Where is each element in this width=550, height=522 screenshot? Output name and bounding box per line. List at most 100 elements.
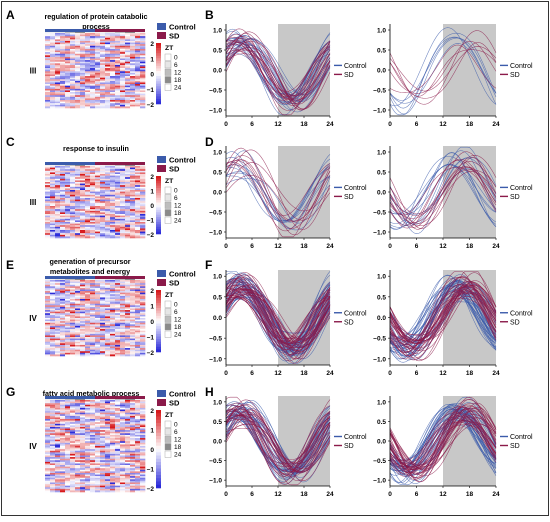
heatmap-cell — [45, 449, 51, 452]
heatmap-cell — [125, 50, 131, 53]
heatmap-cell — [60, 417, 66, 420]
color-scale-step — [156, 331, 161, 335]
heatmap-cell — [100, 190, 106, 192]
heatmap-cell — [115, 36, 121, 39]
heatmap-cell — [140, 460, 146, 463]
heatmap-cell — [55, 191, 61, 194]
heatmap-cell — [45, 44, 51, 47]
heatmap-cell — [75, 449, 81, 452]
heatmap-cell — [55, 457, 61, 459]
heatmap-cell — [110, 172, 116, 175]
heatmap-cell — [95, 461, 101, 464]
heatmap-cell — [70, 436, 76, 439]
heatmap-cell — [125, 53, 131, 56]
heatmap-cell — [95, 313, 101, 316]
heatmap-cell — [50, 61, 56, 64]
heatmap-cell — [45, 346, 51, 349]
heatmap-cell — [105, 207, 111, 210]
heatmap-cell — [140, 417, 146, 420]
heatmap-cell — [65, 302, 71, 305]
heatmap-cell — [85, 48, 91, 51]
heatmap-cell — [70, 487, 76, 490]
heatmap-cell — [90, 45, 96, 48]
heatmap-cell — [110, 425, 116, 428]
heatmap-cell — [55, 101, 61, 104]
heatmap-cell — [45, 170, 51, 173]
heatmap-cell — [70, 322, 76, 325]
heatmap-cell — [65, 280, 71, 282]
heatmap-cell — [45, 183, 51, 186]
heatmap-cell — [130, 82, 136, 85]
heatmap-cell — [55, 66, 61, 69]
heatmap-cell — [60, 452, 66, 455]
heatmap-cell — [120, 33, 126, 35]
heatmap-cell — [115, 344, 121, 347]
heatmap-cell — [110, 327, 116, 330]
heatmap-cell — [125, 209, 131, 212]
heatmap-cell — [90, 348, 96, 350]
heatmap-cell — [60, 337, 66, 339]
heatmap-cell — [140, 348, 146, 350]
heatmap-cell — [95, 335, 101, 338]
heatmap-cell — [75, 303, 81, 306]
heatmap-cell — [125, 215, 131, 218]
heatmap-cell — [125, 44, 131, 47]
heatmap-cell — [85, 338, 91, 341]
heatmap-cell — [140, 330, 146, 333]
heatmap-cell — [130, 487, 136, 490]
color-scale-step — [156, 197, 161, 201]
heatmap-cell — [115, 340, 121, 343]
heatmap-cell — [75, 415, 81, 418]
x-tick-label: 6 — [250, 243, 254, 250]
heatmap-cell — [50, 311, 56, 314]
heatmap-cell — [60, 39, 66, 42]
heatmap-cell — [85, 186, 91, 189]
heatmap-cell — [75, 465, 81, 467]
heatmap-cell — [65, 77, 71, 80]
heatmap-cell — [95, 191, 101, 194]
heatmap-cell — [130, 316, 136, 319]
heatmap-cell — [140, 335, 146, 338]
heatmap-cell — [70, 333, 76, 336]
heatmap-cell — [105, 60, 111, 63]
heatmap-cell — [70, 284, 76, 287]
heatmap-cell — [85, 281, 91, 284]
heatmap-cell — [120, 422, 126, 425]
heatmap-cell — [75, 406, 81, 409]
heatmap-cell — [110, 444, 116, 447]
heatmap-cell — [125, 37, 131, 40]
heatmap-cell — [75, 324, 81, 327]
heatmap-cell — [125, 90, 131, 93]
heatmap-cell — [115, 407, 121, 410]
heatmap-cell — [95, 236, 101, 239]
heatmap-cell — [50, 87, 56, 90]
heatmap-cell — [105, 198, 111, 200]
heatmap-cell — [105, 314, 111, 317]
heatmap-cell — [125, 196, 131, 199]
heatmap-cell — [100, 69, 106, 72]
heatmap-cell — [55, 209, 61, 212]
heatmap-cell — [115, 414, 121, 417]
heatmap-cell — [95, 170, 101, 173]
series-curve-sd — [389, 155, 497, 229]
heatmap-cell — [70, 236, 76, 239]
heatmap-cell — [50, 343, 56, 346]
heatmap-cell — [70, 438, 76, 440]
heatmap-cell — [140, 465, 146, 467]
heatmap-cell — [80, 430, 86, 433]
heatmap-cell — [65, 314, 71, 317]
heatmap-cell — [135, 414, 141, 417]
heatmap-cell — [50, 234, 56, 237]
heatmap-cell — [110, 289, 116, 292]
heatmap-cell — [135, 215, 141, 218]
heatmap-cell — [105, 407, 111, 410]
series-curve-sd — [389, 405, 497, 479]
heatmap-cell — [85, 431, 91, 434]
heatmap-cell — [135, 177, 141, 180]
heatmap-cell — [140, 84, 146, 86]
heatmap-cell — [45, 190, 51, 192]
heatmap-cell — [130, 449, 136, 452]
heatmap-cell — [75, 236, 81, 239]
heatmap-cell — [50, 433, 56, 436]
heatmap-cell — [45, 430, 51, 433]
